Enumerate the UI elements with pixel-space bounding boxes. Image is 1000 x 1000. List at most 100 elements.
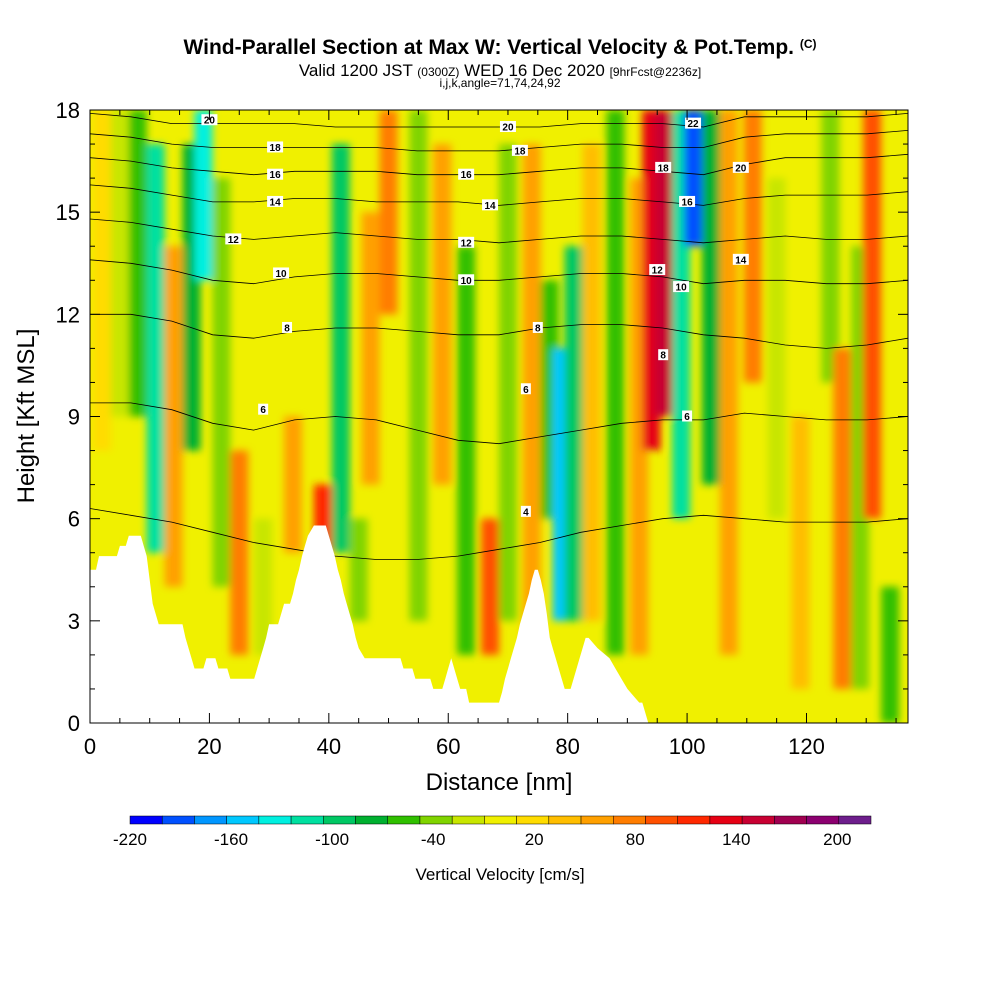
contour-theta-8 (90, 313, 908, 349)
contour-label-bg (258, 403, 269, 415)
contour-label-25: 6 (682, 410, 693, 423)
valid-zulu: (0300Z) (417, 65, 460, 79)
colorbar-swatch (741, 815, 775, 825)
valid-date: WED 16 Dec 2020 (464, 61, 605, 80)
vv-column-31 (684, 110, 703, 247)
x-axis: 0 20 40 60 80 100 120 (84, 110, 897, 759)
contour-label-5: 10 (273, 267, 290, 280)
contour-theta-16 (90, 153, 908, 176)
colorbar-swatch (838, 815, 872, 825)
terrain-mask (90, 525, 908, 723)
chart-title-main: Wind-Parallel Section at Max W: Vertical… (183, 36, 794, 59)
x-axis-label: Distance [nm] (426, 769, 573, 796)
colorbar: -220 -160 -100 -40 20 80 140 200 (113, 815, 872, 849)
vv-column-32 (702, 110, 720, 485)
contour-label-text: 22 (687, 119, 699, 130)
y-axis: 0 3 6 9 12 15 18 (56, 98, 908, 736)
y-tick-label: 12 (56, 302, 80, 327)
colorbar-tick-label: -40 (421, 830, 446, 849)
contour-label-15: 6 (520, 383, 531, 396)
contour-label-bg (649, 264, 666, 276)
plot-area: 20 18 16 14 12 10 8 6 20 18 16 14 12 10 8 6 4 22 18 16 20 14 1… (89, 109, 909, 724)
colorbar-tick-label: 80 (626, 830, 645, 849)
contour-label-bg (458, 236, 475, 248)
contour-label-bg (225, 233, 242, 245)
y-tick-label: 6 (68, 507, 80, 532)
colorbar-swatch (129, 815, 163, 825)
contour-label-text: 18 (270, 143, 282, 154)
colorbar-swatch (709, 815, 743, 825)
contour-label-text: 20 (204, 116, 216, 127)
contour-label-text: 6 (684, 412, 690, 423)
colorbar-swatch (774, 815, 807, 825)
contour-label-9: 18 (511, 144, 528, 157)
copyright-mark: (C) (799, 37, 817, 51)
vv-column-3 (146, 144, 165, 553)
y-tick-label: 18 (56, 98, 80, 123)
contour-label-13: 10 (458, 274, 475, 287)
forecast-info: [9hrFcst@2236z] (609, 65, 702, 79)
vv-column-35 (767, 178, 786, 519)
contour-label-19: 16 (679, 195, 696, 208)
vv-column-26 (606, 110, 625, 655)
contour-label-14: 8 (532, 321, 543, 334)
colorbar-swatch (451, 815, 485, 825)
vv-column-17 (433, 144, 452, 485)
x-tick-label: 100 (669, 734, 706, 759)
contour-label-bg (458, 168, 475, 180)
colorbar-swatch (290, 815, 324, 825)
contour-label-text: 18 (658, 163, 670, 174)
colorbar-tick-label: 200 (823, 830, 851, 849)
contour-theta-4 (90, 508, 908, 560)
vv-column-25 (582, 144, 601, 621)
vv-column-2 (128, 110, 147, 417)
contour-label-bg (732, 253, 749, 265)
vv-column-6 (194, 110, 213, 281)
contour-label-bg (532, 321, 543, 333)
contour-label-text: 4 (523, 507, 529, 518)
contour-label-12: 12 (458, 236, 475, 249)
contour-label-text: 18 (514, 146, 526, 157)
vv-column-37 (821, 110, 840, 383)
contour-label-bg (499, 121, 516, 133)
contour-label-bg (655, 161, 672, 173)
vv-column-15 (379, 110, 398, 315)
vv-column-13 (349, 518, 368, 621)
vv-column-38 (833, 348, 852, 689)
colorbar-swatch (419, 815, 453, 825)
contour-label-16: 4 (520, 505, 531, 518)
vv-column-19 (481, 518, 499, 655)
vv-column-40 (863, 110, 882, 519)
colorbar-swatch (161, 815, 195, 825)
contour-label-text: 14 (484, 201, 496, 212)
colorbar-label: Vertical Velocity [cm/s] (415, 865, 584, 884)
colorbar-tick-label: 140 (722, 830, 750, 849)
y-tick-label: 9 (68, 405, 80, 430)
colorbar-tick-label: -100 (315, 830, 349, 849)
contour-label-11: 14 (482, 199, 499, 212)
colorbar-swatch (580, 815, 614, 825)
contour-label-text: 16 (682, 197, 694, 208)
vv-column-21 (522, 144, 541, 655)
contour-label-bg (282, 321, 293, 333)
y-tick-label: 15 (56, 200, 80, 225)
x-tick-label: 80 (555, 734, 579, 759)
contour-label-text: 10 (676, 283, 688, 294)
colorbar-swatch (613, 815, 646, 825)
contour-label-bg (732, 161, 749, 173)
contour-label-bg (267, 141, 284, 153)
contour-label-text: 8 (535, 323, 541, 334)
chart-subtitle: Valid 1200 JST (0300Z) WED 16 Dec 2020 [… (0, 61, 1000, 81)
contour-label-6: 8 (282, 321, 293, 334)
y-axis-label: Height [Kft MSL] (13, 329, 40, 504)
colorbar-tick-label: -220 (113, 830, 147, 849)
contour-label-text: 8 (660, 351, 666, 362)
contour-theta-6 (90, 402, 908, 445)
colorbar-swatch (355, 815, 388, 825)
chart-title: Wind-Parallel Section at Max W: Vertical… (0, 36, 1000, 60)
contour-theta-14 (90, 184, 908, 206)
contour-label-text: 12 (228, 235, 240, 246)
contour-label-text: 20 (735, 163, 747, 174)
contour-label-22: 12 (649, 264, 666, 277)
